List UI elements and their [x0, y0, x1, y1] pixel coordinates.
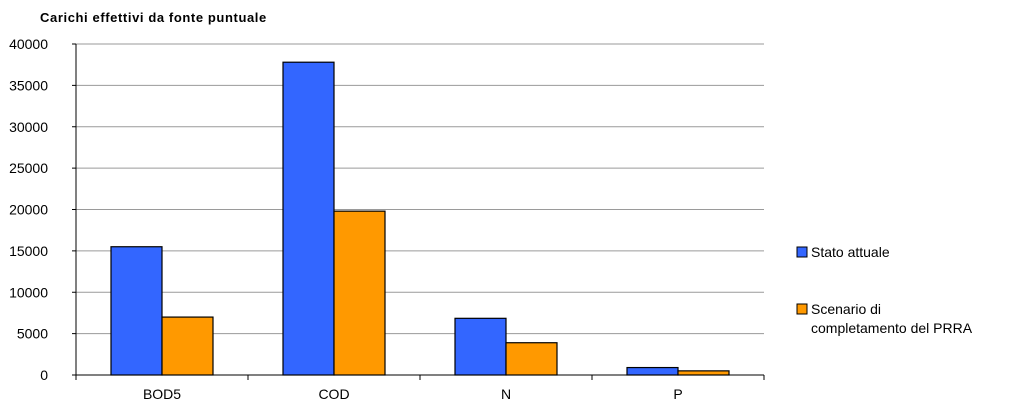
y-tick-label: 25000: [9, 160, 48, 176]
bar-cod-series-2: [333, 210, 386, 376]
y-tick-label: 15000: [9, 243, 48, 259]
axes: 0 5000 10000 15000 20000 25000 30000 35000 40000…: [9, 36, 765, 402]
x-tick-label: BOD5: [143, 386, 181, 402]
legend-label: Scenario di: [811, 301, 881, 317]
bar-n-series-1: [454, 317, 507, 376]
x-tick-label: COD: [318, 386, 349, 402]
y-tick-label: 5000: [17, 326, 48, 342]
x-tick-label: P: [673, 386, 682, 402]
y-tick-label: 0: [40, 367, 48, 383]
bar-n-series-2: [505, 342, 558, 376]
chart-title: Carichi effettivi da fonte puntuale: [40, 10, 267, 25]
legend-label: Stato attuale: [811, 244, 890, 260]
gridlines: [76, 43, 764, 335]
y-tick-label: 40000: [9, 36, 48, 52]
legend-swatch: [796, 303, 808, 315]
y-tick-label: 20000: [9, 202, 48, 218]
legend-swatch: [796, 246, 808, 258]
bar-bod5-series-2: [161, 316, 214, 376]
y-tick-label: 35000: [9, 77, 48, 93]
bar-p-series-2: [677, 370, 730, 376]
x-tick-label: N: [501, 386, 511, 402]
bar-p-series-1: [626, 366, 679, 376]
legend: Stato attuale Scenario di completamento de…: [796, 244, 973, 336]
bar-cod-series-1: [282, 61, 335, 376]
bars: [110, 61, 730, 376]
y-tick-label: 30000: [9, 119, 48, 135]
legend-label: completamento del PRRA: [811, 320, 973, 336]
y-tick-label: 10000: [9, 284, 48, 300]
bar-bod5-series-1: [110, 246, 163, 376]
